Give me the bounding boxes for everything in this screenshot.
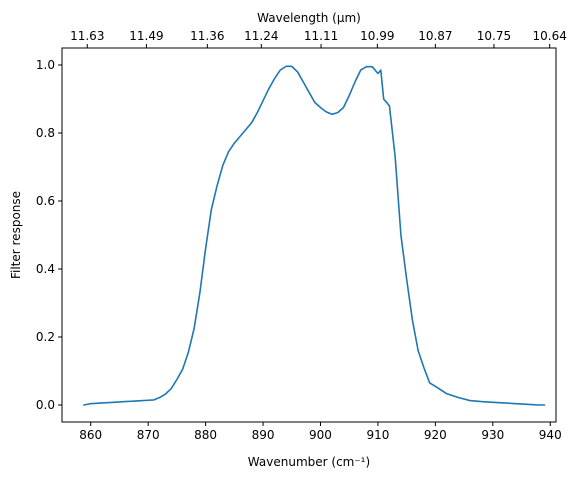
axes-frame — [61, 47, 557, 423]
x-tick-label: 910 — [366, 428, 389, 442]
y-tick-label: 1.0 — [36, 58, 55, 72]
y-tick-label: 0.2 — [36, 330, 55, 344]
x-axis-title: Wavenumber (cm⁻¹) — [248, 455, 370, 469]
top-tick-label: 11.49 — [129, 29, 163, 43]
x-tick-label: 890 — [252, 428, 275, 442]
x-tick-label: 930 — [481, 428, 504, 442]
top-tick-label: 10.75 — [477, 29, 511, 43]
y-tick-label: 0.8 — [36, 126, 55, 140]
series-line-filter-response — [83, 65, 546, 406]
top-tick-label: 10.87 — [418, 29, 452, 43]
top-tick-label: 11.11 — [304, 29, 338, 43]
x-tick-label: 920 — [424, 428, 447, 442]
top-tick-label: 10.64 — [533, 29, 567, 43]
top-tick-label: 10.99 — [360, 29, 394, 43]
x-tick-label: 900 — [309, 428, 332, 442]
top-tick-label: 11.63 — [70, 29, 104, 43]
plot-area — [83, 65, 546, 406]
left-axis-ticks: 0.0 0.2 0.4 0.6 0.8 1.0 — [36, 58, 62, 412]
bottom-axis-ticks: 860 870 880 890 900 910 920 930 940 — [79, 422, 562, 442]
top-tick-label: 11.36 — [190, 29, 224, 43]
top-tick-label: 11.24 — [244, 29, 278, 43]
x-tick-label: 870 — [137, 428, 160, 442]
x-tick-label: 860 — [79, 428, 102, 442]
top-axis-ticks: 11.63 11.49 11.36 11.24 11.11 10.99 10.87 10.75… — [70, 29, 567, 48]
y-axis-title: Filter response — [9, 191, 23, 279]
y-tick-label: 0.6 — [36, 194, 55, 208]
y-tick-label: 0.0 — [36, 398, 55, 412]
y-tick-label: 0.4 — [36, 262, 55, 276]
x-tick-label: 940 — [539, 428, 562, 442]
x-tick-label: 880 — [194, 428, 217, 442]
top-axis-title: Wavelength (μm) — [257, 11, 361, 25]
